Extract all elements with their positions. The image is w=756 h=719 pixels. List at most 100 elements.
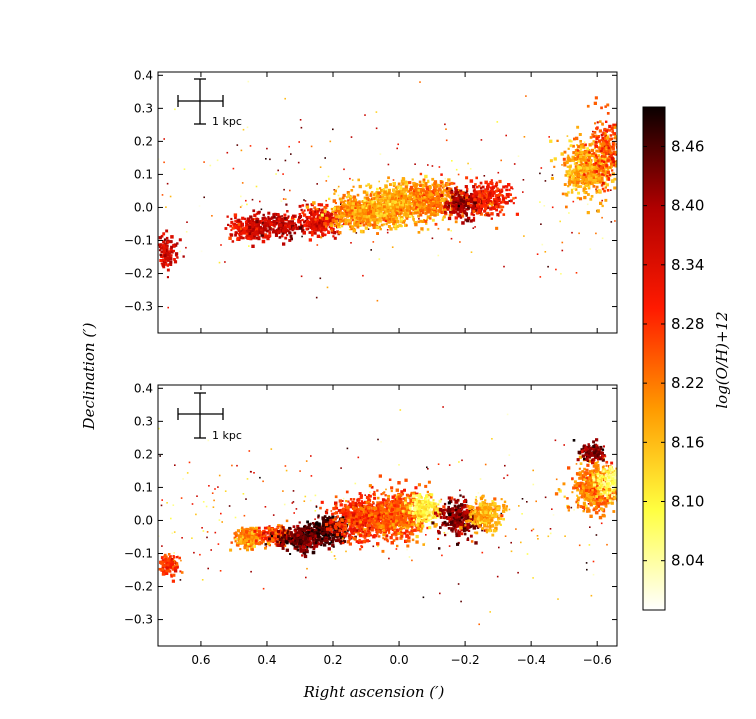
data-pixel	[455, 207, 458, 211]
data-pixel	[586, 172, 591, 176]
data-pixel	[345, 212, 349, 216]
data-pixel	[444, 194, 447, 197]
data-pixel	[465, 196, 469, 199]
data-pixel	[404, 212, 408, 216]
data-pixel	[171, 579, 175, 583]
data-pixel	[576, 196, 580, 200]
data-pixel	[250, 528, 254, 532]
data-pixel	[409, 185, 414, 190]
data-pixel	[394, 227, 398, 231]
noise-pixel	[173, 552, 175, 554]
data-pixel	[447, 202, 450, 205]
data-pixel	[603, 149, 606, 152]
noise-pixel	[443, 531, 446, 534]
data-pixel	[249, 234, 254, 238]
data-pixel	[595, 149, 599, 153]
data-pixel	[305, 221, 308, 225]
data-pixel	[479, 181, 483, 185]
data-pixel	[267, 215, 270, 219]
noise-pixel	[422, 181, 424, 183]
data-pixel	[173, 260, 178, 264]
data-pixel	[576, 150, 580, 155]
data-pixel	[618, 163, 621, 166]
noise-pixel	[240, 195, 242, 198]
noise-pixel	[578, 232, 580, 235]
data-pixel	[456, 197, 459, 201]
data-pixel	[447, 195, 450, 198]
data-pixel	[345, 205, 348, 208]
noise-pixel	[329, 140, 332, 143]
data-pixel	[429, 203, 433, 207]
data-pixel	[264, 221, 267, 225]
noise-pixel	[521, 513, 523, 515]
data-pixel	[428, 186, 431, 189]
data-pixel	[309, 222, 312, 225]
noise-pixel	[445, 128, 447, 130]
noise-pixel	[264, 506, 267, 508]
data-pixel	[605, 130, 608, 133]
data-pixel	[257, 236, 261, 239]
data-pixel	[252, 534, 256, 538]
data-pixel	[376, 198, 380, 201]
data-pixel	[494, 189, 498, 193]
noise-pixel	[349, 177, 351, 180]
data-pixel	[368, 205, 372, 209]
data-pixel	[562, 157, 566, 161]
data-pixel	[388, 202, 392, 206]
data-pixel	[230, 220, 234, 224]
data-pixel	[419, 213, 423, 217]
noise-pixel	[172, 504, 175, 506]
data-pixel	[167, 563, 170, 566]
noise-pixel	[303, 199, 305, 201]
data-pixel	[254, 222, 258, 226]
data-pixel	[441, 186, 444, 189]
data-pixel	[307, 523, 312, 527]
data-pixel	[388, 188, 391, 192]
data-pixel	[422, 189, 426, 192]
data-pixel	[593, 170, 598, 174]
data-pixel	[358, 216, 362, 220]
noise-pixel	[314, 518, 316, 520]
data-pixel	[305, 549, 309, 554]
noise-pixel	[298, 141, 300, 143]
data-pixel	[241, 536, 244, 539]
noise-pixel	[340, 467, 342, 469]
data-pixel	[166, 252, 169, 255]
scale-bar-top: 1 kpc	[177, 78, 242, 128]
data-pixel	[264, 536, 268, 541]
data-pixel	[268, 219, 272, 223]
data-pixel	[613, 186, 617, 190]
data-pixel	[622, 133, 625, 136]
data-pixel	[443, 205, 447, 209]
data-pixel	[168, 257, 171, 260]
data-pixel	[363, 212, 367, 216]
data-pixel	[338, 197, 342, 201]
data-pixel	[607, 157, 610, 160]
noise-pixel	[477, 492, 480, 494]
data-pixel	[268, 231, 272, 234]
data-pixel	[475, 203, 479, 207]
data-pixel	[306, 545, 309, 549]
noise-pixel	[314, 510, 317, 512]
data-pixel	[352, 211, 355, 214]
noise-pixel	[560, 273, 562, 275]
data-pixel	[594, 179, 597, 182]
data-pixel	[492, 206, 495, 209]
noise-pixel	[444, 123, 446, 126]
data-pixel	[234, 540, 237, 543]
data-pixel	[409, 214, 412, 218]
noise-pixel	[284, 159, 287, 162]
data-pixel	[368, 203, 372, 206]
noise-pixel	[392, 179, 395, 181]
data-pixel	[409, 211, 413, 215]
noise-pixel	[380, 441, 382, 443]
data-pixel	[341, 196, 345, 200]
data-pixel	[246, 534, 250, 538]
data-pixel	[391, 192, 395, 197]
data-pixel	[303, 223, 307, 227]
data-pixel	[165, 229, 169, 233]
noise-pixel	[345, 550, 347, 553]
data-pixel	[316, 234, 321, 238]
data-pixel	[386, 206, 390, 210]
scale-bar-label: 1 kpc	[212, 115, 242, 128]
